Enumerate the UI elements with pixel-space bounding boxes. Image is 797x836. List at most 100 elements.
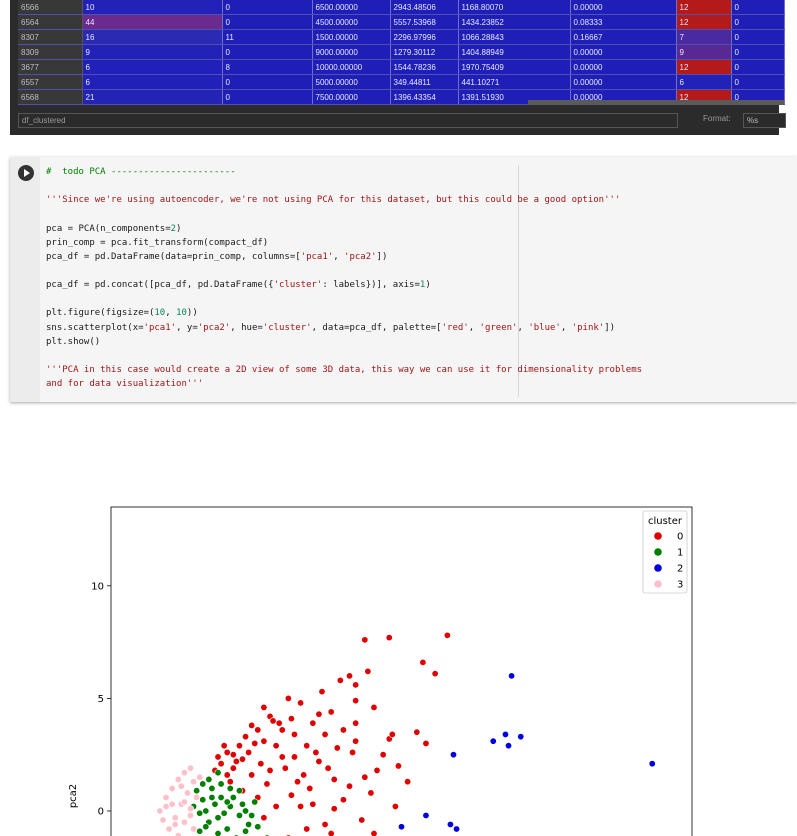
code-line[interactable]: plt.figure(figsize=(10, 10)) xyxy=(46,306,642,320)
code-line[interactable]: # todo PCA ----------------------- xyxy=(46,165,642,179)
table-cell[interactable]: 1168.80070 xyxy=(458,0,571,15)
scatter-point-cluster-0 xyxy=(358,816,366,824)
table-cell[interactable]: 16 xyxy=(82,29,223,45)
scatter-point-cluster-0 xyxy=(352,719,360,727)
table-cell[interactable]: 441.10271 xyxy=(458,74,571,90)
table-cell[interactable]: 6 xyxy=(676,74,732,90)
code-line[interactable] xyxy=(46,179,642,193)
table-cell[interactable]: 1066.28843 xyxy=(458,29,571,45)
table-cell[interactable]: 8 xyxy=(222,59,313,75)
scatter-point-cluster-0 xyxy=(330,805,338,813)
code-line[interactable]: sns.scatterplot(x='pca1', y='pca2', hue=… xyxy=(46,321,642,335)
horizontal-scrollbar[interactable] xyxy=(528,100,784,105)
row-index-cell[interactable]: 8307 xyxy=(18,29,83,45)
scatter-point-cluster-0 xyxy=(272,742,280,750)
table-cell[interactable]: 0.00000 xyxy=(570,59,677,75)
code-line[interactable]: and for data visualization''' xyxy=(46,377,642,391)
table-cell[interactable]: 5000.00000 xyxy=(312,74,391,90)
row-index-cell[interactable]: 3677 xyxy=(18,59,83,75)
table-cell[interactable]: 1404.88949 xyxy=(458,44,571,60)
table-cell[interactable]: 44 xyxy=(82,14,223,30)
table-row[interactable]: 6557 6 0 5000.00000 349.44811 441.10271 0.0000… xyxy=(18,74,785,90)
table-row[interactable]: 6566 10 0 6500.00000 2943.48506 1168.80070 0.0… xyxy=(18,0,785,15)
table-cell[interactable]: 0.00000 xyxy=(570,44,677,60)
table-cell[interactable]: 0 xyxy=(222,14,313,30)
table-cell[interactable]: 21 xyxy=(82,89,223,105)
code-line[interactable]: pca_df = pd.concat([pca_df, pd.DataFrame… xyxy=(46,278,642,292)
code-line[interactable]: '''PCA in this case would create a 2D vi… xyxy=(46,363,642,377)
table-cell[interactable]: 0.16667 xyxy=(570,29,677,45)
table-cell[interactable]: 2296.97996 xyxy=(390,29,459,45)
table-cell[interactable]: 0 xyxy=(731,74,785,90)
code-line[interactable]: plt.show() xyxy=(46,335,642,349)
format-input[interactable]: %s xyxy=(743,113,786,128)
row-index-cell[interactable]: 6566 xyxy=(18,0,83,15)
table-cell[interactable]: 0 xyxy=(731,0,785,15)
code-line[interactable]: '''Since we're using autoencoder, we're … xyxy=(46,193,642,207)
table-cell[interactable]: 0 xyxy=(222,44,313,60)
table-row[interactable]: 8307 16 11 1500.00000 2296.97996 1066.28843 0.… xyxy=(18,29,785,45)
code-line[interactable] xyxy=(46,207,642,221)
table-cell[interactable]: 7500.00000 xyxy=(312,89,391,105)
table-cell[interactable]: 4500.00000 xyxy=(312,14,391,30)
table-cell[interactable]: 1434.23852 xyxy=(458,14,571,30)
table-cell[interactable]: 6500.00000 xyxy=(312,0,391,15)
table-row[interactable]: 8309 9 0 9000.00000 1279.30112 1404.88949 0.00… xyxy=(18,44,785,60)
row-index-cell[interactable]: 6564 xyxy=(18,14,83,30)
code-cell[interactable]: # todo PCA ----------------------- '''Si… xyxy=(10,157,797,402)
table-row[interactable]: 6568 21 0 7500.00000 1396.43354 1391.51930 0.0… xyxy=(18,89,785,105)
table-cell[interactable]: 1396.43354 xyxy=(390,89,459,105)
table-cell[interactable]: 0 xyxy=(222,89,313,105)
table-cell[interactable]: 0 xyxy=(731,44,785,60)
table-cell[interactable]: 9 xyxy=(82,44,223,60)
table-cell[interactable]: 0.00000 xyxy=(570,74,677,90)
table-row[interactable]: 6564 44 0 4500.00000 5557.53968 1434.23852 0.0… xyxy=(18,14,785,30)
table-cell[interactable]: 11 xyxy=(222,29,313,45)
scatter-point-cluster-1 xyxy=(214,814,222,822)
table-cell[interactable]: 0.00000 xyxy=(570,0,677,15)
code-editor[interactable]: # todo PCA ----------------------- '''Si… xyxy=(46,165,642,391)
table-cell[interactable]: 1970.75409 xyxy=(458,59,571,75)
table-cell[interactable]: 1279.30112 xyxy=(390,44,459,60)
scatter-point-cluster-0 xyxy=(339,796,347,804)
code-token: 'pca2' xyxy=(197,322,231,333)
code-line[interactable]: pca_df = pd.DataFrame(data=prin_comp, co… xyxy=(46,250,642,264)
row-index-cell[interactable]: 6568 xyxy=(18,89,83,105)
table-cell[interactable]: 12 xyxy=(676,0,732,15)
code-line[interactable] xyxy=(46,349,642,363)
code-line[interactable]: pca = PCA(n_components=2) xyxy=(46,222,642,236)
row-index-cell[interactable]: 8309 xyxy=(18,44,83,60)
y-tick-label: 5 xyxy=(98,694,104,705)
table-cell[interactable]: 12 xyxy=(676,14,732,30)
table-row[interactable]: 3677 6 8 10000.00000 1544.78236 1970.75409 0.0… xyxy=(18,59,785,75)
table-cell[interactable]: 7 xyxy=(676,29,732,45)
table-cell[interactable]: 6 xyxy=(82,59,223,75)
code-line[interactable]: prin_comp = pca.fit_transform(compact_df… xyxy=(46,236,642,250)
table-cell[interactable]: 9 xyxy=(676,44,732,60)
table-cell[interactable]: 1544.78236 xyxy=(390,59,459,75)
run-cell-button[interactable] xyxy=(18,165,34,181)
table-cell[interactable]: 5557.53968 xyxy=(390,14,459,30)
dataframe-name-field[interactable]: df_clustered xyxy=(18,113,678,128)
table-cell[interactable]: 1500.00000 xyxy=(312,29,391,45)
table-cell[interactable]: 0.08333 xyxy=(570,14,677,30)
table-cell[interactable]: 0 xyxy=(731,59,785,75)
table-cell[interactable]: 0 xyxy=(222,0,313,15)
table-cell[interactable]: 10 xyxy=(82,0,223,15)
table-cell[interactable]: 0 xyxy=(731,14,785,30)
table-cell[interactable]: 2943.48506 xyxy=(390,0,459,15)
table-cell[interactable]: 9000.00000 xyxy=(312,44,391,60)
code-line[interactable] xyxy=(46,292,642,306)
table-cell[interactable]: 0 xyxy=(222,74,313,90)
row-index-cell[interactable]: 6557 xyxy=(18,74,83,90)
table-cell[interactable]: 12 xyxy=(676,59,732,75)
code-line[interactable] xyxy=(46,264,642,278)
scatter-point-cluster-1 xyxy=(242,807,250,815)
scatter-point-cluster-0 xyxy=(254,726,262,734)
table-cell[interactable]: 0 xyxy=(731,29,785,45)
scatter-point-cluster-1 xyxy=(226,784,234,792)
scatter-point-cluster-3 xyxy=(190,778,198,786)
table-cell[interactable]: 349.44811 xyxy=(390,74,459,90)
table-cell[interactable]: 10000.00000 xyxy=(312,59,391,75)
table-cell[interactable]: 6 xyxy=(82,74,223,90)
